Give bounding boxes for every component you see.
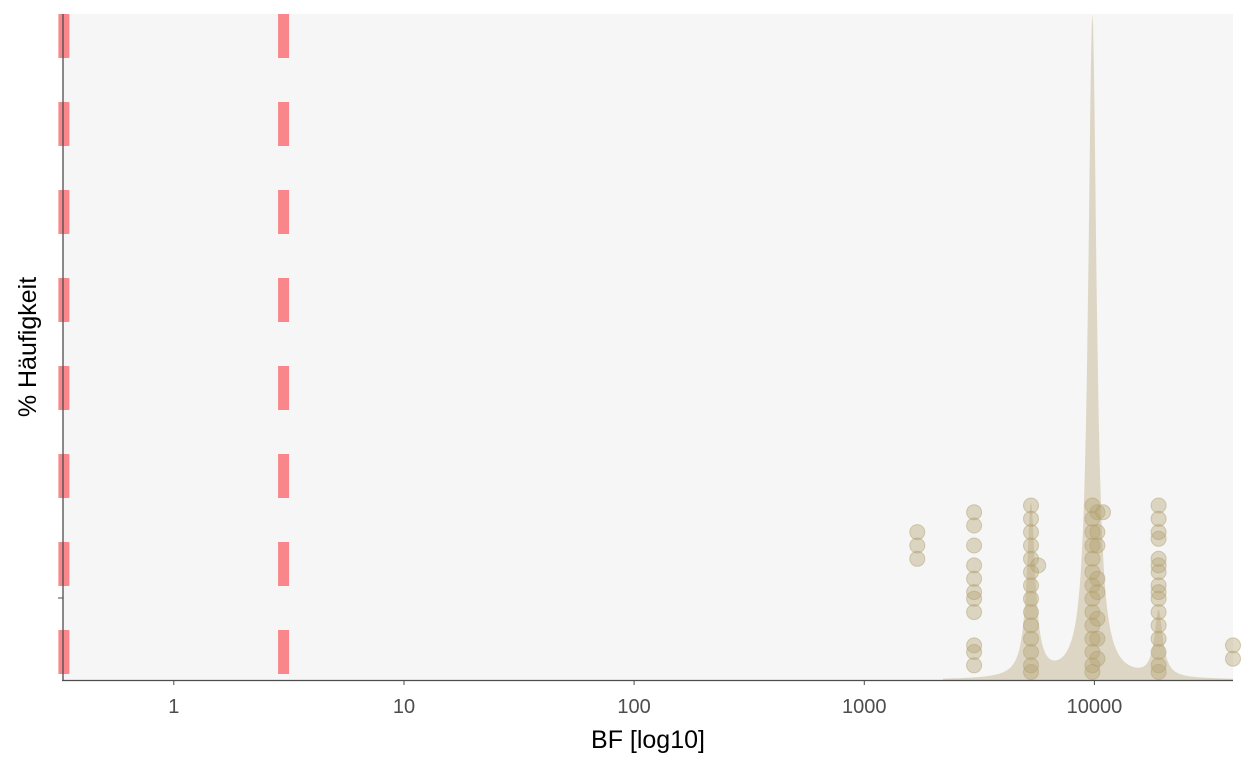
- data-point: [966, 644, 983, 660]
- data-point: [1023, 664, 1039, 680]
- data-point: [1150, 584, 1167, 601]
- density-layer: [943, 14, 1233, 680]
- x-tick-label: 10000: [1067, 696, 1123, 718]
- data-point: [1023, 617, 1039, 634]
- data-point: [1023, 577, 1039, 594]
- data-point: [1084, 664, 1101, 680]
- data-point: [1089, 570, 1106, 587]
- data-point: [1089, 650, 1106, 667]
- data-point: [1023, 657, 1039, 674]
- data-point: [1150, 564, 1167, 581]
- data-point: [909, 524, 926, 541]
- y-axis-title: % Häufigkeit: [14, 277, 42, 417]
- data-point: [966, 590, 983, 607]
- data-point: [1150, 644, 1167, 660]
- data-point: [1150, 557, 1167, 574]
- data-point: [1150, 510, 1167, 527]
- data-point: [966, 657, 983, 674]
- x-tick-label: 10: [393, 696, 415, 718]
- data-point: [1150, 664, 1167, 680]
- data-point: [1023, 537, 1039, 554]
- data-point: [1150, 577, 1167, 594]
- data-point: [1089, 537, 1106, 554]
- x-axis-title: BF [log10]: [591, 726, 705, 754]
- data-point: [1084, 630, 1101, 647]
- data-point: [1150, 630, 1167, 647]
- data-point: [1089, 504, 1106, 521]
- x-tick-label: 1: [168, 696, 179, 718]
- data-point: [966, 504, 983, 521]
- data-point: [966, 537, 983, 554]
- data-point: [1225, 650, 1241, 667]
- data-point: [1023, 510, 1039, 527]
- data-point: [966, 584, 983, 601]
- data-point: [1023, 630, 1039, 647]
- data-point: [909, 550, 926, 567]
- reference-lines: [58, 14, 290, 680]
- data-point: [1089, 524, 1106, 541]
- data-point: [1089, 610, 1106, 627]
- x-tick-label: 100: [617, 696, 650, 718]
- data-point: [1150, 590, 1167, 607]
- density-area: [943, 14, 1233, 680]
- data-point: [1095, 504, 1111, 521]
- data-point: [966, 557, 983, 574]
- data-point: [909, 537, 926, 554]
- data-point: [966, 570, 983, 587]
- data-point: [1089, 630, 1106, 647]
- data-point: [1150, 604, 1167, 621]
- data-point: [966, 604, 983, 621]
- data-point: [1023, 590, 1039, 607]
- data-point: [1023, 497, 1039, 514]
- data-point: [1089, 584, 1106, 601]
- data-point: [1084, 550, 1101, 567]
- data-point: [1023, 644, 1039, 660]
- data-point: [1023, 604, 1039, 621]
- data-point: [1030, 557, 1047, 574]
- x-axis-ticks: 1 10 100 1000 10000: [168, 680, 1122, 718]
- data-point: [966, 517, 983, 534]
- data-point: [1150, 657, 1167, 674]
- data-point: [1150, 524, 1167, 541]
- data-point: [1150, 530, 1167, 547]
- data-point: [1225, 637, 1241, 654]
- points-layer: [909, 497, 1241, 680]
- data-point: [1150, 617, 1167, 634]
- data-point: [1150, 497, 1167, 514]
- data-point: [1023, 524, 1039, 541]
- data-point: [966, 637, 983, 654]
- x-tick-label: 1000: [842, 696, 887, 718]
- plot-background: [63, 14, 1233, 680]
- data-point: [1150, 550, 1167, 567]
